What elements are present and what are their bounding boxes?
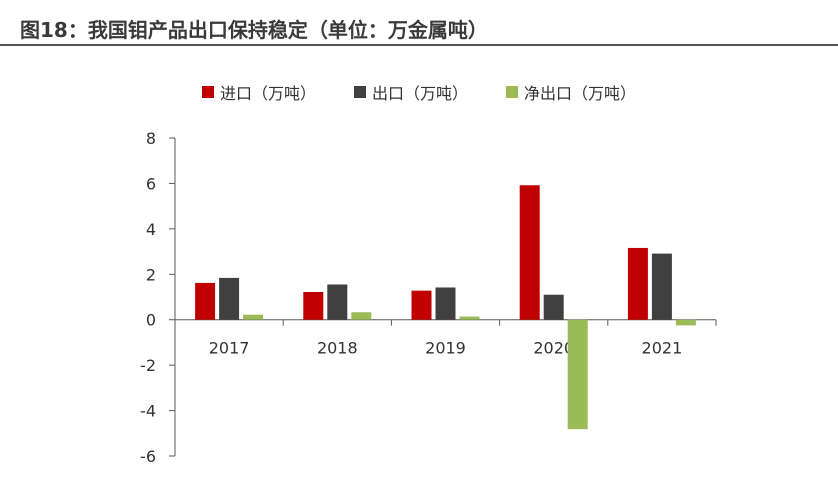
y-tick-label: 4 [146,220,156,239]
legend-label-net: 净出口（万吨） [524,84,637,103]
legend-item-export: 出口（万吨） [353,80,468,104]
chart-title: 图18：我国钼产品出口保持稳定（单位：万金属吨） [20,18,488,42]
x-tick-label: 2019 [425,339,466,358]
legend-swatch-import [201,86,214,98]
legend: 进口（万吨） 出口（万吨） 净出口（万吨） [0,80,838,104]
y-tick-label: 0 [146,311,156,330]
y-tick-label: -6 [140,447,156,466]
y-tick-label: 6 [146,174,156,193]
bar-export-2020 [543,294,564,320]
bar-net-2019 [459,316,480,320]
legend-label-export: 出口（万吨） [371,84,468,103]
legend-swatch-net [506,86,518,98]
x-tick-label: 2021 [642,339,683,358]
x-tick-label: 2020 [533,339,574,358]
bar-net-2018 [351,312,372,320]
bar-net-2020 [567,319,588,430]
legend-label-import: 进口（万吨） [219,84,316,103]
y-tick-label: 8 [146,129,156,148]
bar-export-2017 [219,277,240,320]
bar-export-2019 [435,287,456,320]
x-tick-label: 2017 [209,339,250,358]
legend-item-net: 净出口（万吨） [506,80,636,104]
y-tick-label: -2 [140,356,156,375]
legend-item-import: 进口（万吨） [201,80,316,104]
bar-net-2017 [243,314,264,320]
x-tick-label: 2018 [317,339,358,358]
y-tick-label: 2 [146,265,156,284]
bar-export-2021 [651,253,672,320]
bar-import-2020 [519,185,540,320]
y-tick-label: -4 [140,402,156,421]
title-divider [0,44,838,46]
legend-swatch-export [353,86,366,98]
bar-export-2018 [327,284,348,320]
bar-import-2017 [195,282,216,320]
bar-import-2019 [411,290,432,320]
bar-import-2018 [303,292,324,320]
bar-import-2021 [627,247,648,320]
bar-net-2021 [675,319,696,326]
